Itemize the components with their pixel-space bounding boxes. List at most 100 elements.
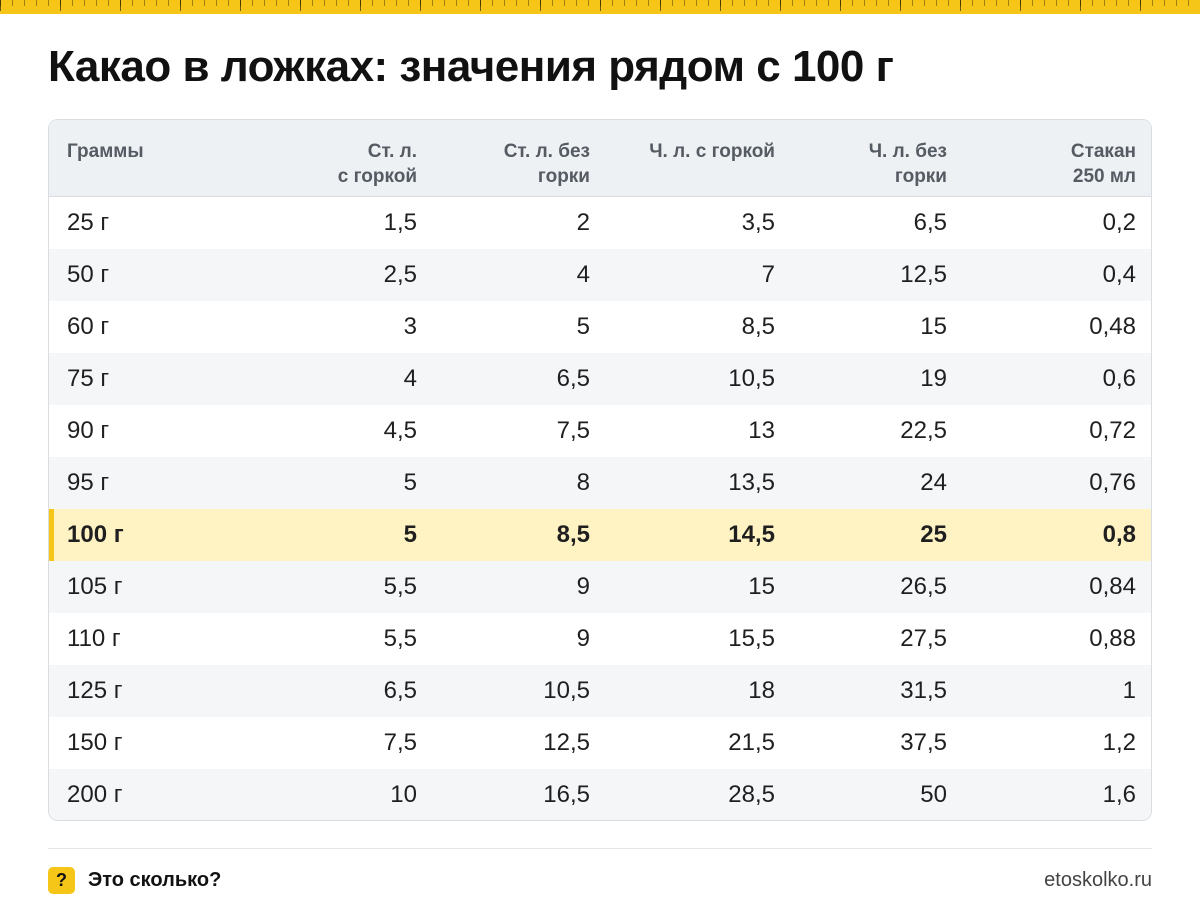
value-cell: 5 [403, 521, 417, 548]
value-cell: 27,5 [900, 625, 947, 652]
value-cell: 12,5 [900, 261, 947, 288]
value-cell: 0,48 [1089, 313, 1136, 340]
value-cell: 0,4 [1102, 261, 1136, 288]
table-row: 95 г 5 8 13,5 24 0,76 [49, 457, 1151, 509]
value-cell: 5 [576, 313, 590, 340]
value-cell: 13,5 [728, 469, 775, 496]
value-cell: 0,2 [1102, 209, 1136, 236]
value-cell: 37,5 [900, 729, 947, 756]
table-row: 105 г 5,5 9 15 26,5 0,84 [49, 561, 1151, 613]
column-header-line: Ч. л. без [868, 141, 947, 162]
brand-name: Это сколько? [88, 869, 222, 891]
value-cell: 6,5 [913, 209, 947, 236]
column-header: Ч. л. без горки [775, 120, 947, 196]
value-cell: 3 [403, 313, 417, 340]
value-cell: 15 [920, 313, 947, 340]
column-header-line: горки [894, 166, 947, 187]
table-row: 25 г 1,5 2 3,5 6,5 0,2 [49, 197, 1151, 249]
column-header-line: с горкой [337, 166, 417, 187]
value-cell: 31,5 [900, 677, 947, 704]
value-cell: 22,5 [900, 417, 947, 444]
value-cell: 13 [748, 417, 775, 444]
value-cell: 6,5 [556, 365, 590, 392]
value-cell: 0,6 [1102, 365, 1136, 392]
table-row: 90 г 4,5 7,5 13 22,5 0,72 [49, 405, 1151, 457]
value-cell: 2,5 [383, 261, 417, 288]
value-cell: 0,8 [1102, 521, 1136, 548]
table-row: 200 г 10 16,5 28,5 50 1,6 [49, 769, 1151, 820]
value-cell: 7,5 [556, 417, 590, 444]
grams-cell: 25 г [67, 209, 110, 236]
value-cell: 4,5 [383, 417, 417, 444]
value-cell: 5,5 [383, 573, 417, 600]
conversion-table: Граммы Ст. л. с горкой Ст. л. без горки Ч. л.… [48, 119, 1152, 821]
value-cell: 21,5 [728, 729, 775, 756]
column-header: Ст. л. с горкой [239, 120, 417, 196]
value-cell: 26,5 [900, 573, 947, 600]
value-cell: 24 [920, 469, 947, 496]
value-cell: 1,2 [1102, 729, 1136, 756]
value-cell: 50 [920, 781, 947, 808]
value-cell: 16,5 [543, 781, 590, 808]
column-header-line: Стакан [1070, 141, 1136, 162]
grams-cell: 50 г [67, 261, 110, 288]
column-header-line: горки [537, 166, 590, 187]
column-header-line: Ч. л. с горкой [649, 141, 775, 162]
table-row: 110 г 5,5 9 15,5 27,5 0,88 [49, 613, 1151, 665]
grams-cell: 125 г [67, 677, 123, 704]
value-cell: 5,5 [383, 625, 417, 652]
value-cell: 25 [920, 521, 947, 548]
value-cell: 0,88 [1089, 625, 1136, 652]
value-cell: 8,5 [556, 521, 590, 548]
value-cell: 10,5 [728, 365, 775, 392]
value-cell: 9 [576, 625, 590, 652]
column-header: Стакан 250 мл [947, 120, 1136, 196]
column-header-line: Граммы [67, 141, 144, 162]
value-cell: 7 [761, 261, 775, 288]
value-cell: 15,5 [728, 625, 775, 652]
value-cell: 6,5 [383, 677, 417, 704]
table-body: 25 г 1,5 2 3,5 6,5 0,2 50 г 2,5 4 7 12,5 0,4 60 г 3 5 8… [49, 197, 1151, 820]
value-cell: 12,5 [543, 729, 590, 756]
site-link[interactable]: etoskolko.ru [1044, 869, 1152, 891]
value-cell: 1,5 [383, 209, 417, 236]
column-header-line: Ст. л. без [503, 141, 590, 162]
grams-cell: 200 г [67, 781, 123, 808]
value-cell: 28,5 [728, 781, 775, 808]
grams-cell: 110 г [67, 625, 121, 652]
value-cell: 5 [403, 469, 417, 496]
value-cell: 19 [920, 365, 947, 392]
grams-cell: 150 г [67, 729, 123, 756]
value-cell: 8,5 [741, 313, 775, 340]
table-row-highlighted: 100 г 5 8,5 14,5 25 0,8 [49, 509, 1151, 561]
value-cell: 9 [576, 573, 590, 600]
table-row: 125 г 6,5 10,5 18 31,5 1 [49, 665, 1151, 717]
footer-divider [48, 848, 1152, 849]
value-cell: 3,5 [741, 209, 775, 236]
question-icon: ? [48, 867, 75, 894]
value-cell: 10 [390, 781, 417, 808]
value-cell: 10,5 [543, 677, 590, 704]
page-title: Какао в ложках: значения рядом с 100 г [48, 42, 894, 91]
grams-cell: 90 г [67, 417, 110, 444]
grams-cell: 75 г [67, 365, 110, 392]
grams-cell: 95 г [67, 469, 110, 496]
grams-cell: 100 г [67, 521, 124, 548]
grams-cell: 105 г [67, 573, 123, 600]
column-header-line: 250 мл [1072, 166, 1136, 187]
table-header: Граммы Ст. л. с горкой Ст. л. без горки Ч. л.… [49, 120, 1151, 197]
value-cell: 4 [403, 365, 417, 392]
table-row: 75 г 4 6,5 10,5 19 0,6 [49, 353, 1151, 405]
value-cell: 1,6 [1102, 781, 1136, 808]
value-cell: 0,76 [1089, 469, 1136, 496]
value-cell: 18 [748, 677, 775, 704]
value-cell: 1 [1122, 677, 1136, 704]
value-cell: 4 [576, 261, 590, 288]
value-cell: 7,5 [383, 729, 417, 756]
column-header: Граммы [49, 120, 239, 196]
grams-cell: 60 г [67, 313, 110, 340]
value-cell: 14,5 [728, 521, 775, 548]
table-row: 60 г 3 5 8,5 15 0,48 [49, 301, 1151, 353]
ruler-strip [0, 0, 1200, 14]
value-cell: 0,84 [1089, 573, 1136, 600]
